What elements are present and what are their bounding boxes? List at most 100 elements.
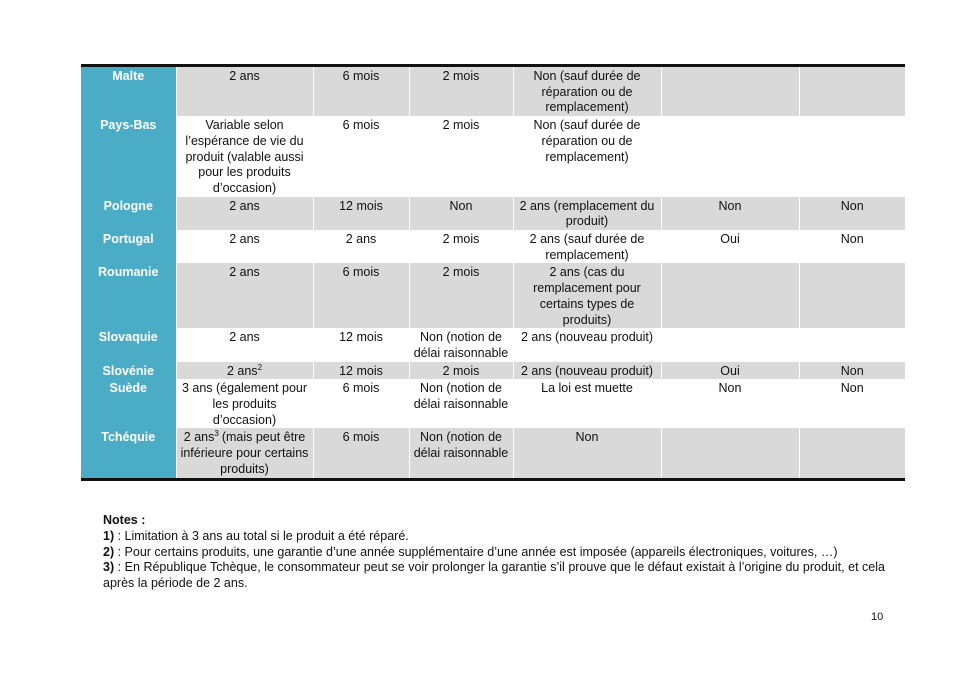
table-cell: Non xyxy=(660,379,799,429)
cell-text: 2 mois xyxy=(442,265,480,280)
table-cell: Non (notion de délai raisonnable xyxy=(408,428,513,480)
cell-text: Variable selon l’espérance de vie du pro… xyxy=(185,118,304,195)
table-cell xyxy=(660,65,799,117)
table-row: Suède 3 ans (également pour les produits … xyxy=(81,379,905,429)
table-cell: 2 mois xyxy=(408,361,513,380)
cell-text: 2 ans xyxy=(229,69,260,83)
cell-text: Non (notion de délai raisonnable xyxy=(413,430,509,461)
table-cell: Non xyxy=(660,196,799,231)
country-cell: Portugal xyxy=(81,230,176,264)
cell-text: Pays-Bas xyxy=(100,118,157,133)
table-cell: Non xyxy=(408,196,513,231)
note-marker: 2) xyxy=(103,544,115,559)
cell-text: 2 ans (remplacement du produit) xyxy=(519,198,655,229)
cell-text: Malte xyxy=(112,69,145,83)
table-cell: 2 ans xyxy=(175,263,313,329)
note-text: : Limitation à 3 ans au total si le prod… xyxy=(114,528,409,543)
note-marker: 1) xyxy=(103,528,115,543)
cell-text: Non xyxy=(718,198,742,213)
cell-text: Portugal xyxy=(102,232,154,247)
table-cell: Non xyxy=(798,230,905,264)
table-cell: Non xyxy=(512,428,661,480)
cell-text: 2 ans xyxy=(229,265,260,280)
table-cell: 2 ans (nouveau produit) xyxy=(512,328,661,362)
table-cell: Non xyxy=(798,361,905,380)
table-cell: 2 ans xyxy=(175,230,313,264)
table-cell: Non xyxy=(798,379,905,429)
table-cell: Oui xyxy=(660,230,799,264)
cell-text: Non xyxy=(840,232,864,247)
cell-text: 6 mois xyxy=(342,381,380,396)
country-cell: Pays-Bas xyxy=(81,116,176,197)
table-cell: 2 ans (remplacement du produit) xyxy=(512,196,661,231)
table-cell: 6 mois xyxy=(312,379,409,429)
cell-text: 2 mois xyxy=(442,69,480,83)
cell-text: 2 ans xyxy=(345,232,377,247)
cell-text: 2 ans xyxy=(229,232,260,247)
cell-text: 2 ans (sauf durée de remplacement) xyxy=(529,232,645,262)
table-cell xyxy=(798,263,905,329)
table-cell: 2 ans2 xyxy=(175,361,313,380)
cell-text: 6 mois xyxy=(342,430,380,445)
table-cell xyxy=(798,428,905,480)
table-cell: Variable selon l’espérance de vie du pro… xyxy=(175,116,313,197)
country-cell: Tchéquie xyxy=(81,428,176,480)
table-body: Malte 2 ans 6 mois 2 mois Non (sauf durée de… xyxy=(81,65,905,480)
table-cell: 2 ans xyxy=(175,65,313,117)
table-cell: 6 mois xyxy=(312,263,409,329)
note-text: : En République Tchèque, le consommateur… xyxy=(103,560,885,591)
notes-heading: Notes : xyxy=(103,513,885,529)
cell-text: 2 mois xyxy=(442,363,480,378)
table-row: Roumanie 2 ans 6 mois 2 mois 2 ans (cas du r… xyxy=(81,263,905,329)
cell-text: Suède xyxy=(109,381,147,396)
cell-text: 12 mois xyxy=(339,363,383,378)
table-cell: La loi est muette xyxy=(512,379,661,429)
table-row: Pays-Bas Variable selon l’espérance de vi… xyxy=(81,116,905,197)
cell-text: 2 ans (cas du remplacement pour certains… xyxy=(533,265,641,327)
cell-text: (mais peut être inférieure pour certains… xyxy=(180,430,309,476)
cell-text: 6 mois xyxy=(342,69,380,83)
table-cell xyxy=(798,65,905,117)
table-cell: Non (notion de délai raisonnable xyxy=(408,379,513,429)
cell-text: 6 mois xyxy=(342,265,380,280)
table-cell xyxy=(798,116,905,197)
table-cell: 2 ans (cas du remplacement pour certains… xyxy=(512,263,661,329)
cell-text: Non (notion de délai raisonnable xyxy=(413,330,509,360)
table-row: Malte 2 ans 6 mois 2 mois Non (sauf durée de… xyxy=(81,65,905,117)
country-cell: Suède xyxy=(81,379,176,429)
table-cell: 2 ans xyxy=(175,328,313,362)
cell-text: Pologne xyxy=(103,198,153,213)
table-cell: 12 mois xyxy=(312,361,409,380)
table-cell: Non (sauf durée de réparation ou de remp… xyxy=(512,116,661,197)
cell-text: Non (sauf durée de réparation ou de remp… xyxy=(533,118,641,164)
cell-text: Slovaquie xyxy=(98,330,158,345)
notes: Notes : 1) : Limitation à 3 ans au total… xyxy=(103,513,885,592)
note-marker: 3) xyxy=(103,560,115,575)
table-cell: 2 ans xyxy=(175,196,313,231)
table-cell: 2 ans (nouveau produit) xyxy=(512,361,661,380)
country-cell: Slovénie xyxy=(81,361,176,380)
country-cell: Slovaquie xyxy=(81,328,176,362)
table-row: Slovénie 2 ans2 12 mois 2 mois 2 ans (nouvea… xyxy=(81,361,905,380)
cell-text: Slovénie xyxy=(102,363,154,378)
cell-text: Non (sauf durée de réparation ou de remp… xyxy=(533,69,641,115)
table-row: Pologne 2 ans 12 mois Non 2 ans (remplacemen… xyxy=(81,196,905,231)
cell-text: 12 mois xyxy=(339,330,383,345)
cell-text: Tchéquie xyxy=(101,430,156,445)
table-cell: Oui xyxy=(660,361,799,380)
cell-text: 2 mois xyxy=(442,118,480,133)
cell-text: 2 ans (nouveau produit) xyxy=(520,363,654,378)
note: 2) : Pour certains produits, une garanti… xyxy=(103,545,885,561)
cell-text: Oui xyxy=(720,363,740,378)
table-row: Portugal 2 ans 2 ans 2 mois 2 ans (sauf duré… xyxy=(81,230,905,264)
note-text: : Pour certains produits, une garantie d… xyxy=(114,544,838,559)
table-cell: 2 mois xyxy=(408,230,513,264)
cell-text: Non xyxy=(449,198,473,213)
cell-text: 2 ans xyxy=(229,198,260,213)
table-cell: 2 mois xyxy=(408,263,513,329)
table-cell: 12 mois xyxy=(312,196,409,231)
country-cell: Pologne xyxy=(81,196,176,231)
note: 1) : Limitation à 3 ans au total si le p… xyxy=(103,529,885,545)
footnote-ref: 3 xyxy=(214,429,219,439)
